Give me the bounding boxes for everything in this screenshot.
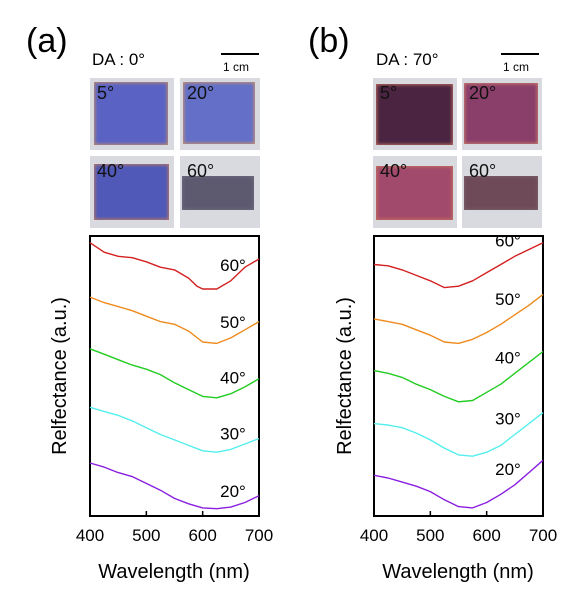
panel-label-b: (b) [308,22,350,60]
series-line-b-1 [373,293,544,345]
series-labels-b: 60° 50° 40° 30° 20° [495,231,521,478]
x-tick-label-b-2: 600 [472,526,500,545]
x-ticks-b: 400 500 600 700 [360,511,557,545]
series-line-a-0 [89,242,260,290]
series-line-a-3 [89,406,260,453]
panel-label-a: (a) [26,22,68,60]
x-tick-label-b-3: 700 [529,526,557,545]
series-label-a-4: 20° [220,482,246,501]
series-line-b-2 [373,350,544,403]
scale-label-b: 1 cm [503,60,530,74]
series-lines-b [373,242,544,509]
series-line-b-4 [373,459,544,509]
y-axis-label-b: Relfectance (a.u.) [334,297,356,455]
series-label-a-3: 30° [220,424,246,443]
series-label-b-4: 20° [495,460,521,479]
da-label-b: DA : 70° [376,50,439,69]
plot-frame-a [89,235,260,517]
series-line-b-0 [373,242,544,289]
da-label-a: DA : 0° [92,50,146,69]
sample-photo-a-1: 5° [90,78,174,150]
x-tick-label-b-1: 500 [416,526,444,545]
sample-photo-b-4: 60° [462,156,542,228]
x-axis-label-b: Wavelength (nm) [382,561,534,583]
series-label-b-1: 50° [495,290,521,309]
series-label-a-1: 50° [220,313,246,332]
series-label-b-2: 40° [495,348,521,367]
x-tick-label-b-0: 400 [360,526,388,545]
series-lines-a [89,242,260,510]
y-axis-label-a: Relfectance (a.u.) [49,297,71,455]
x-tick-label-a-2: 600 [188,526,216,545]
x-tick-label-a-1: 500 [132,526,160,545]
scale-label-a: 1 cm [223,60,250,74]
series-line-a-4 [89,462,260,510]
sample-photo-a-4: 60° [180,156,260,228]
series-line-a-1 [89,296,260,345]
x-ticks-a: 400 500 600 700 [76,511,273,545]
sample-photo-a-2: 20° [180,78,260,150]
series-line-a-2 [89,348,260,399]
sample-photo-b-1: 5° [373,78,457,150]
x-tick-label-a-0: 400 [76,526,104,545]
scale-bar-a [221,53,259,55]
series-label-b-0: 60° [495,231,521,250]
sample-photo-b-2: 20° [462,78,542,150]
x-axis-label-a: Wavelength (nm) [98,561,250,583]
sample-photo-b-3: 40° [373,156,457,228]
series-label-a-0: 60° [220,256,246,275]
x-tick-label-a-3: 700 [245,526,273,545]
series-label-a-2: 40° [220,369,246,388]
series-line-b-3 [373,412,544,457]
series-labels-a: 60° 50° 40° 30° 20° [220,256,246,501]
sample-photo-a-3: 40° [90,156,174,228]
series-label-b-3: 30° [495,409,521,428]
scale-bar-b [501,53,539,55]
plot-frame-b [373,235,544,517]
